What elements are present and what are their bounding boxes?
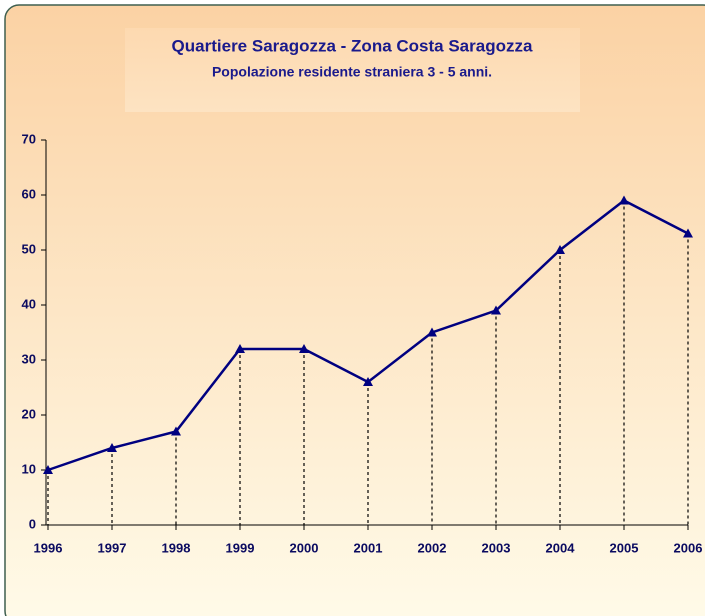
chart-title: Quartiere Saragozza - Zona Costa Saragoz…	[172, 36, 533, 55]
y-tick-label: 10	[22, 461, 36, 476]
point-marker	[619, 195, 629, 205]
chart-background	[4, 4, 705, 616]
title-box	[125, 28, 580, 112]
y-tick-label: 0	[29, 516, 36, 531]
x-tick-label: 2004	[546, 540, 576, 555]
x-tick-label: 2003	[482, 540, 511, 555]
x-tick-label: 2000	[290, 540, 319, 555]
point-marker	[107, 443, 117, 452]
y-tick-label: 60	[22, 186, 36, 201]
y-tick-label: 50	[22, 241, 36, 256]
x-tick-label: 1996	[34, 540, 63, 555]
y-tick-label: 20	[22, 406, 36, 421]
y-tick-label: 30	[22, 351, 36, 366]
x-tick-label: 2005	[610, 540, 639, 555]
point-marker	[299, 344, 309, 353]
point-marker	[43, 465, 53, 474]
x-tick-label: 2001	[354, 540, 383, 555]
point-marker	[491, 305, 501, 315]
point-marker	[683, 228, 693, 238]
x-tick-label: 2002	[418, 540, 447, 555]
x-tick-label: 2006	[674, 540, 703, 555]
x-tick-label: 1999	[226, 540, 255, 555]
y-tick-label: 40	[22, 296, 36, 311]
x-tick-label: 1997	[98, 540, 127, 555]
x-tick-label: 1998	[162, 540, 191, 555]
point-marker	[235, 344, 245, 353]
point-marker	[171, 426, 181, 436]
point-marker	[555, 245, 565, 254]
point-marker	[427, 327, 437, 337]
y-tick-label: 70	[22, 131, 36, 146]
chart-subtitle: Popolazione residente straniera 3 - 5 an…	[212, 64, 492, 80]
point-marker	[363, 377, 373, 386]
